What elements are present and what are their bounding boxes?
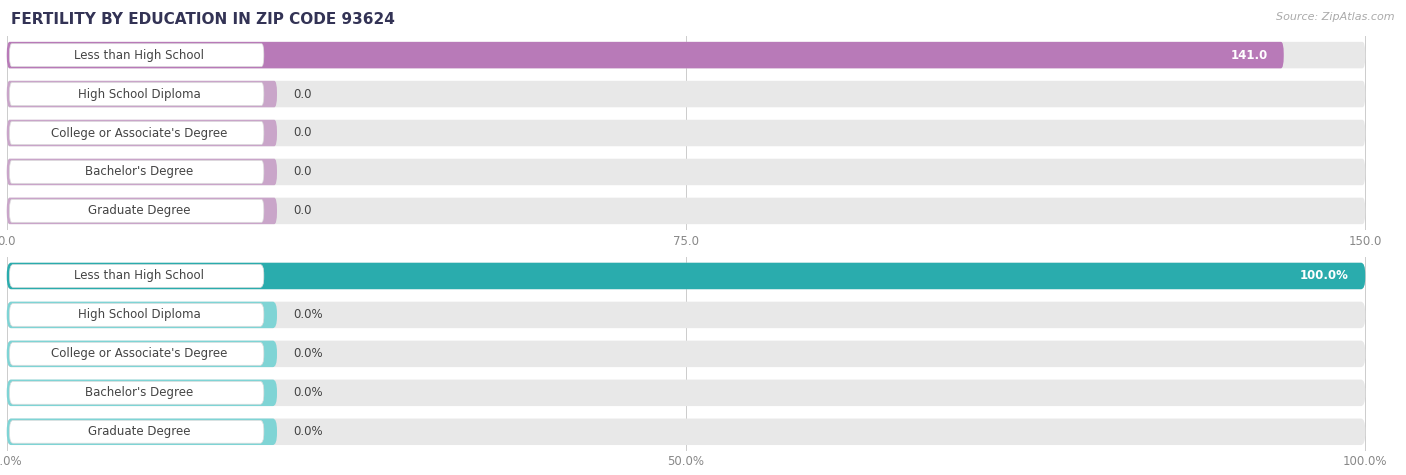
Text: 0.0%: 0.0% <box>294 347 323 361</box>
FancyBboxPatch shape <box>7 42 1284 68</box>
FancyBboxPatch shape <box>7 302 277 328</box>
FancyBboxPatch shape <box>7 418 277 445</box>
FancyBboxPatch shape <box>10 420 264 443</box>
Text: High School Diploma: High School Diploma <box>77 308 201 322</box>
FancyBboxPatch shape <box>7 380 1365 406</box>
Text: Source: ZipAtlas.com: Source: ZipAtlas.com <box>1277 12 1395 22</box>
FancyBboxPatch shape <box>10 122 264 144</box>
FancyBboxPatch shape <box>10 200 264 222</box>
FancyBboxPatch shape <box>7 302 1365 328</box>
FancyBboxPatch shape <box>7 380 277 406</box>
FancyBboxPatch shape <box>7 159 1365 185</box>
FancyBboxPatch shape <box>7 81 1365 107</box>
FancyBboxPatch shape <box>7 81 277 107</box>
Text: 0.0%: 0.0% <box>294 386 323 399</box>
FancyBboxPatch shape <box>7 418 1365 445</box>
FancyBboxPatch shape <box>7 198 277 224</box>
Text: 0.0%: 0.0% <box>294 425 323 438</box>
FancyBboxPatch shape <box>10 342 264 365</box>
Text: College or Associate's Degree: College or Associate's Degree <box>51 126 228 140</box>
Text: 0.0: 0.0 <box>294 87 312 101</box>
Text: 141.0: 141.0 <box>1230 48 1267 62</box>
FancyBboxPatch shape <box>10 44 264 66</box>
Text: Less than High School: Less than High School <box>75 48 204 62</box>
FancyBboxPatch shape <box>10 161 264 183</box>
Text: Bachelor's Degree: Bachelor's Degree <box>86 386 194 399</box>
FancyBboxPatch shape <box>7 159 277 185</box>
Text: Less than High School: Less than High School <box>75 269 204 283</box>
Text: High School Diploma: High School Diploma <box>77 87 201 101</box>
Text: Graduate Degree: Graduate Degree <box>89 425 190 438</box>
FancyBboxPatch shape <box>7 263 1365 289</box>
FancyBboxPatch shape <box>7 42 1365 68</box>
FancyBboxPatch shape <box>7 120 277 146</box>
FancyBboxPatch shape <box>7 198 1365 224</box>
FancyBboxPatch shape <box>7 263 1365 289</box>
Text: FERTILITY BY EDUCATION IN ZIP CODE 93624: FERTILITY BY EDUCATION IN ZIP CODE 93624 <box>11 12 395 27</box>
Text: 0.0: 0.0 <box>294 165 312 179</box>
Text: 0.0: 0.0 <box>294 126 312 140</box>
Text: Graduate Degree: Graduate Degree <box>89 204 190 218</box>
FancyBboxPatch shape <box>7 341 1365 367</box>
Text: Bachelor's Degree: Bachelor's Degree <box>86 165 194 179</box>
FancyBboxPatch shape <box>10 304 264 326</box>
FancyBboxPatch shape <box>7 120 1365 146</box>
FancyBboxPatch shape <box>7 341 277 367</box>
Text: 0.0%: 0.0% <box>294 308 323 322</box>
FancyBboxPatch shape <box>10 265 264 287</box>
Text: College or Associate's Degree: College or Associate's Degree <box>51 347 228 361</box>
Text: 100.0%: 100.0% <box>1301 269 1348 283</box>
Text: 0.0: 0.0 <box>294 204 312 218</box>
FancyBboxPatch shape <box>10 381 264 404</box>
FancyBboxPatch shape <box>10 83 264 105</box>
